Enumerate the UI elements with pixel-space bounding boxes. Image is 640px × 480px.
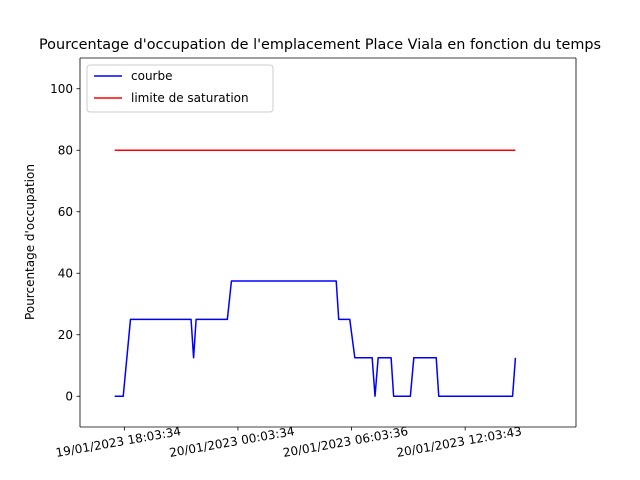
y-tick-label: 40 xyxy=(58,266,73,280)
y-tick-label: 60 xyxy=(58,205,73,219)
y-tick-label: 80 xyxy=(58,143,73,157)
axes-background xyxy=(80,58,576,427)
chart-title: Pourcentage d'occupation de l'emplacemen… xyxy=(39,37,601,53)
y-tick-label: 100 xyxy=(50,82,73,96)
plot-area xyxy=(80,58,576,427)
y-tick-label: 0 xyxy=(65,389,73,403)
series-line-courbe xyxy=(114,280,517,397)
legend-label: limite de saturation xyxy=(131,91,249,105)
legend-box xyxy=(86,64,274,113)
legend-label: courbe xyxy=(131,69,172,83)
y-axis-label: Pourcentage d'occupation xyxy=(23,164,37,320)
legend: courbe limite de saturation xyxy=(86,64,274,113)
y-tick-label: 20 xyxy=(58,328,73,342)
series-layer xyxy=(114,149,517,397)
